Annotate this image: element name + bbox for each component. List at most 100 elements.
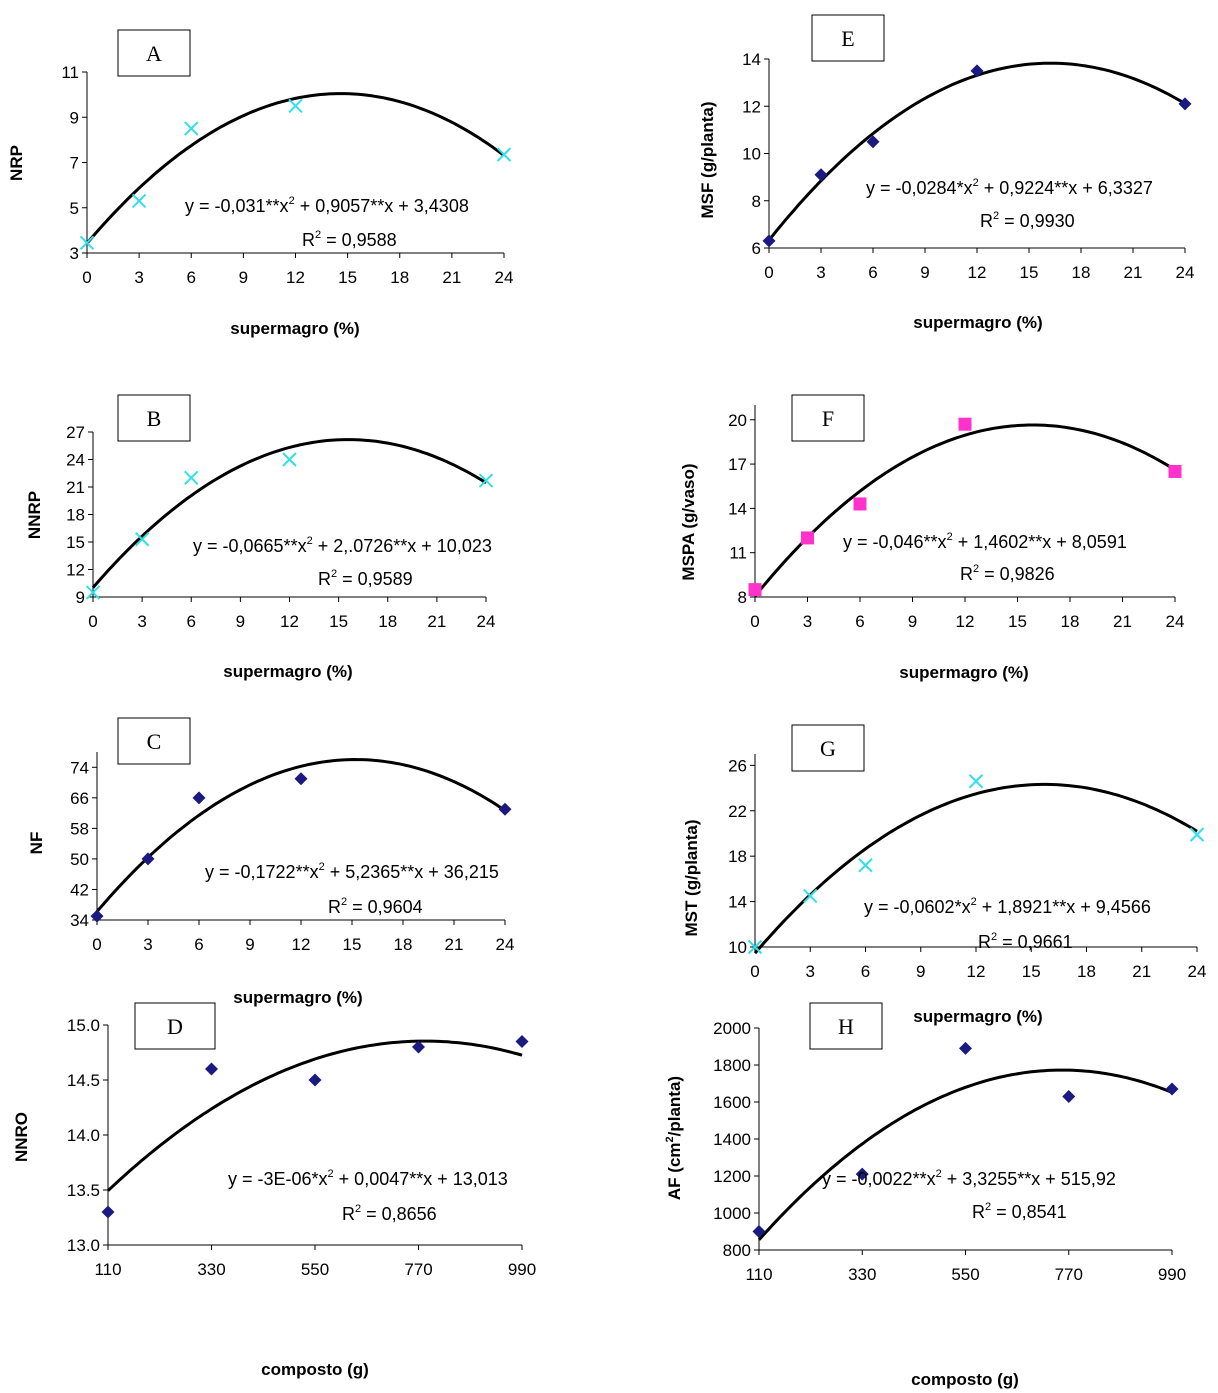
fit-curve	[85, 92, 505, 245]
x-tick-label: 330	[197, 1260, 225, 1279]
y-tick-label: 12	[742, 97, 761, 116]
x-tick-label: 0	[764, 263, 773, 282]
x-tick-label: 3	[803, 612, 812, 631]
x-axis-label: supermagro (%)	[223, 662, 352, 681]
y-tick-label: 1800	[713, 1056, 751, 1075]
r-squared: R2 = 0,9930	[980, 210, 1075, 231]
data-point	[853, 497, 867, 511]
x-tick-label: 9	[245, 935, 254, 954]
y-axis-label: AF (cm2/planta)	[664, 1076, 684, 1200]
x-tick-label: 21	[1132, 962, 1151, 981]
y-tick-label: 58	[70, 819, 89, 838]
x-tick-label: 0	[750, 612, 759, 631]
x-tick-label: 0	[750, 962, 759, 981]
fit-curve	[91, 438, 487, 589]
y-tick-label: 8	[752, 192, 761, 211]
r-squared: R2 = 0,8656	[342, 1203, 437, 1224]
x-tick-label: 6	[861, 962, 870, 981]
data-point	[134, 532, 150, 547]
x-tick-label: 12	[280, 612, 299, 631]
y-tick-label: 66	[70, 789, 89, 808]
y-tick-label: 13.0	[67, 1236, 100, 1255]
y-tick-label: 6	[752, 239, 761, 258]
x-tick-label: 0	[82, 268, 91, 287]
x-tick-label: 15	[329, 612, 348, 631]
r-squared: R2 = 0,9661	[978, 931, 1073, 952]
y-tick-label: 24	[66, 451, 85, 470]
x-tick-label: 9	[239, 268, 248, 287]
panel-label-box	[134, 1002, 216, 1050]
x-tick-label: 3	[806, 962, 815, 981]
y-tick-label: 42	[70, 880, 89, 899]
x-tick-label: 15	[343, 935, 362, 954]
x-axis-label: supermagro (%)	[230, 319, 359, 338]
x-tick-label: 21	[445, 935, 464, 954]
x-tick-label: 24	[477, 612, 496, 631]
regression-equation: y = -0,046**x2 + 1,4602**x + 8,0591	[843, 531, 1127, 552]
fit-curve	[95, 757, 506, 913]
x-tick-label: 3	[137, 612, 146, 631]
x-tick-label: 770	[1055, 1265, 1083, 1284]
chart-panel-c: C 34 42 50 58 66 74 0 3 6 9 12 15 18 21 24 supermagro (%…	[27, 717, 514, 1007]
x-tick-label: 21	[1113, 612, 1132, 631]
x-tick-label: 12	[968, 263, 987, 282]
x-tick-label: 6	[187, 612, 196, 631]
y-tick-label: 1600	[713, 1093, 751, 1112]
y-axis-label: MST (g/planta)	[682, 819, 701, 936]
data-point	[855, 1167, 869, 1181]
panel-label: G	[820, 736, 836, 761]
data-point	[970, 64, 984, 78]
y-tick-label: 14	[728, 893, 747, 912]
regression-equation: y = -0,0022**x2 + 3,3255**x + 515,92	[822, 1168, 1116, 1189]
x-tick-label: 12	[286, 268, 305, 287]
x-tick-label: 24	[1166, 612, 1185, 631]
x-tick-label: 9	[916, 962, 925, 981]
y-tick-label: 9	[76, 588, 85, 607]
fit-curve	[753, 423, 1176, 598]
data-point	[496, 147, 512, 162]
data-point	[968, 774, 984, 789]
y-axis-label: NNRO	[12, 1112, 31, 1162]
data-point	[282, 452, 297, 467]
y-tick-label: 1400	[713, 1130, 751, 1149]
panel-label: H	[838, 1014, 854, 1039]
data-point	[1165, 1082, 1179, 1096]
y-tick-label: 1000	[713, 1204, 751, 1223]
panel-label: C	[147, 729, 162, 754]
y-tick-label: 74	[70, 758, 89, 777]
x-axis-label: supermagro (%)	[913, 1007, 1042, 1026]
chart-panel-e: E 6 8 10 12 14 0 3 6 9 12 15 18 21 24 supermagro (%) MSF…	[698, 14, 1194, 332]
data-point	[308, 1073, 322, 1087]
y-tick-label: 27	[66, 423, 85, 442]
x-tick-label: 990	[508, 1260, 536, 1279]
x-tick-label: 550	[951, 1265, 979, 1284]
x-axis-label: supermagro (%)	[899, 663, 1028, 682]
data-point	[1168, 464, 1182, 478]
y-tick-label: 17	[728, 455, 747, 474]
y-axis-label: MSF (g/planta)	[698, 101, 717, 218]
data-point	[858, 858, 873, 873]
x-tick-label: 18	[1077, 962, 1096, 981]
x-tick-label: 15	[1008, 612, 1027, 631]
r-squared: R2 = 0,9826	[960, 563, 1055, 584]
panel-label: B	[147, 406, 162, 431]
y-tick-label: 5	[70, 199, 79, 218]
x-axis-label: composto (g)	[261, 1360, 369, 1379]
data-point	[90, 909, 104, 923]
x-tick-label: 18	[1072, 263, 1091, 282]
x-tick-label: 6	[194, 935, 203, 954]
data-point	[866, 135, 880, 149]
data-point	[748, 583, 762, 597]
x-tick-label: 330	[848, 1265, 876, 1284]
x-tick-label: 18	[394, 935, 413, 954]
data-point	[412, 1040, 425, 1054]
regression-equation: y = -0,1722**x2 + 5,2365**x + 36,215	[205, 861, 499, 882]
chart-panel-h: H 800 1000 1200 1400 1600 1800 2000 110 330 550 770…	[664, 1002, 1186, 1389]
x-tick-label: 0	[92, 935, 101, 954]
data-point	[959, 1041, 972, 1055]
data-point	[294, 772, 308, 786]
regression-equation: y = -0,0602*x2 + 1,8921**x + 9,4566	[864, 896, 1151, 917]
x-axis-label: supermagro (%)	[913, 313, 1042, 332]
